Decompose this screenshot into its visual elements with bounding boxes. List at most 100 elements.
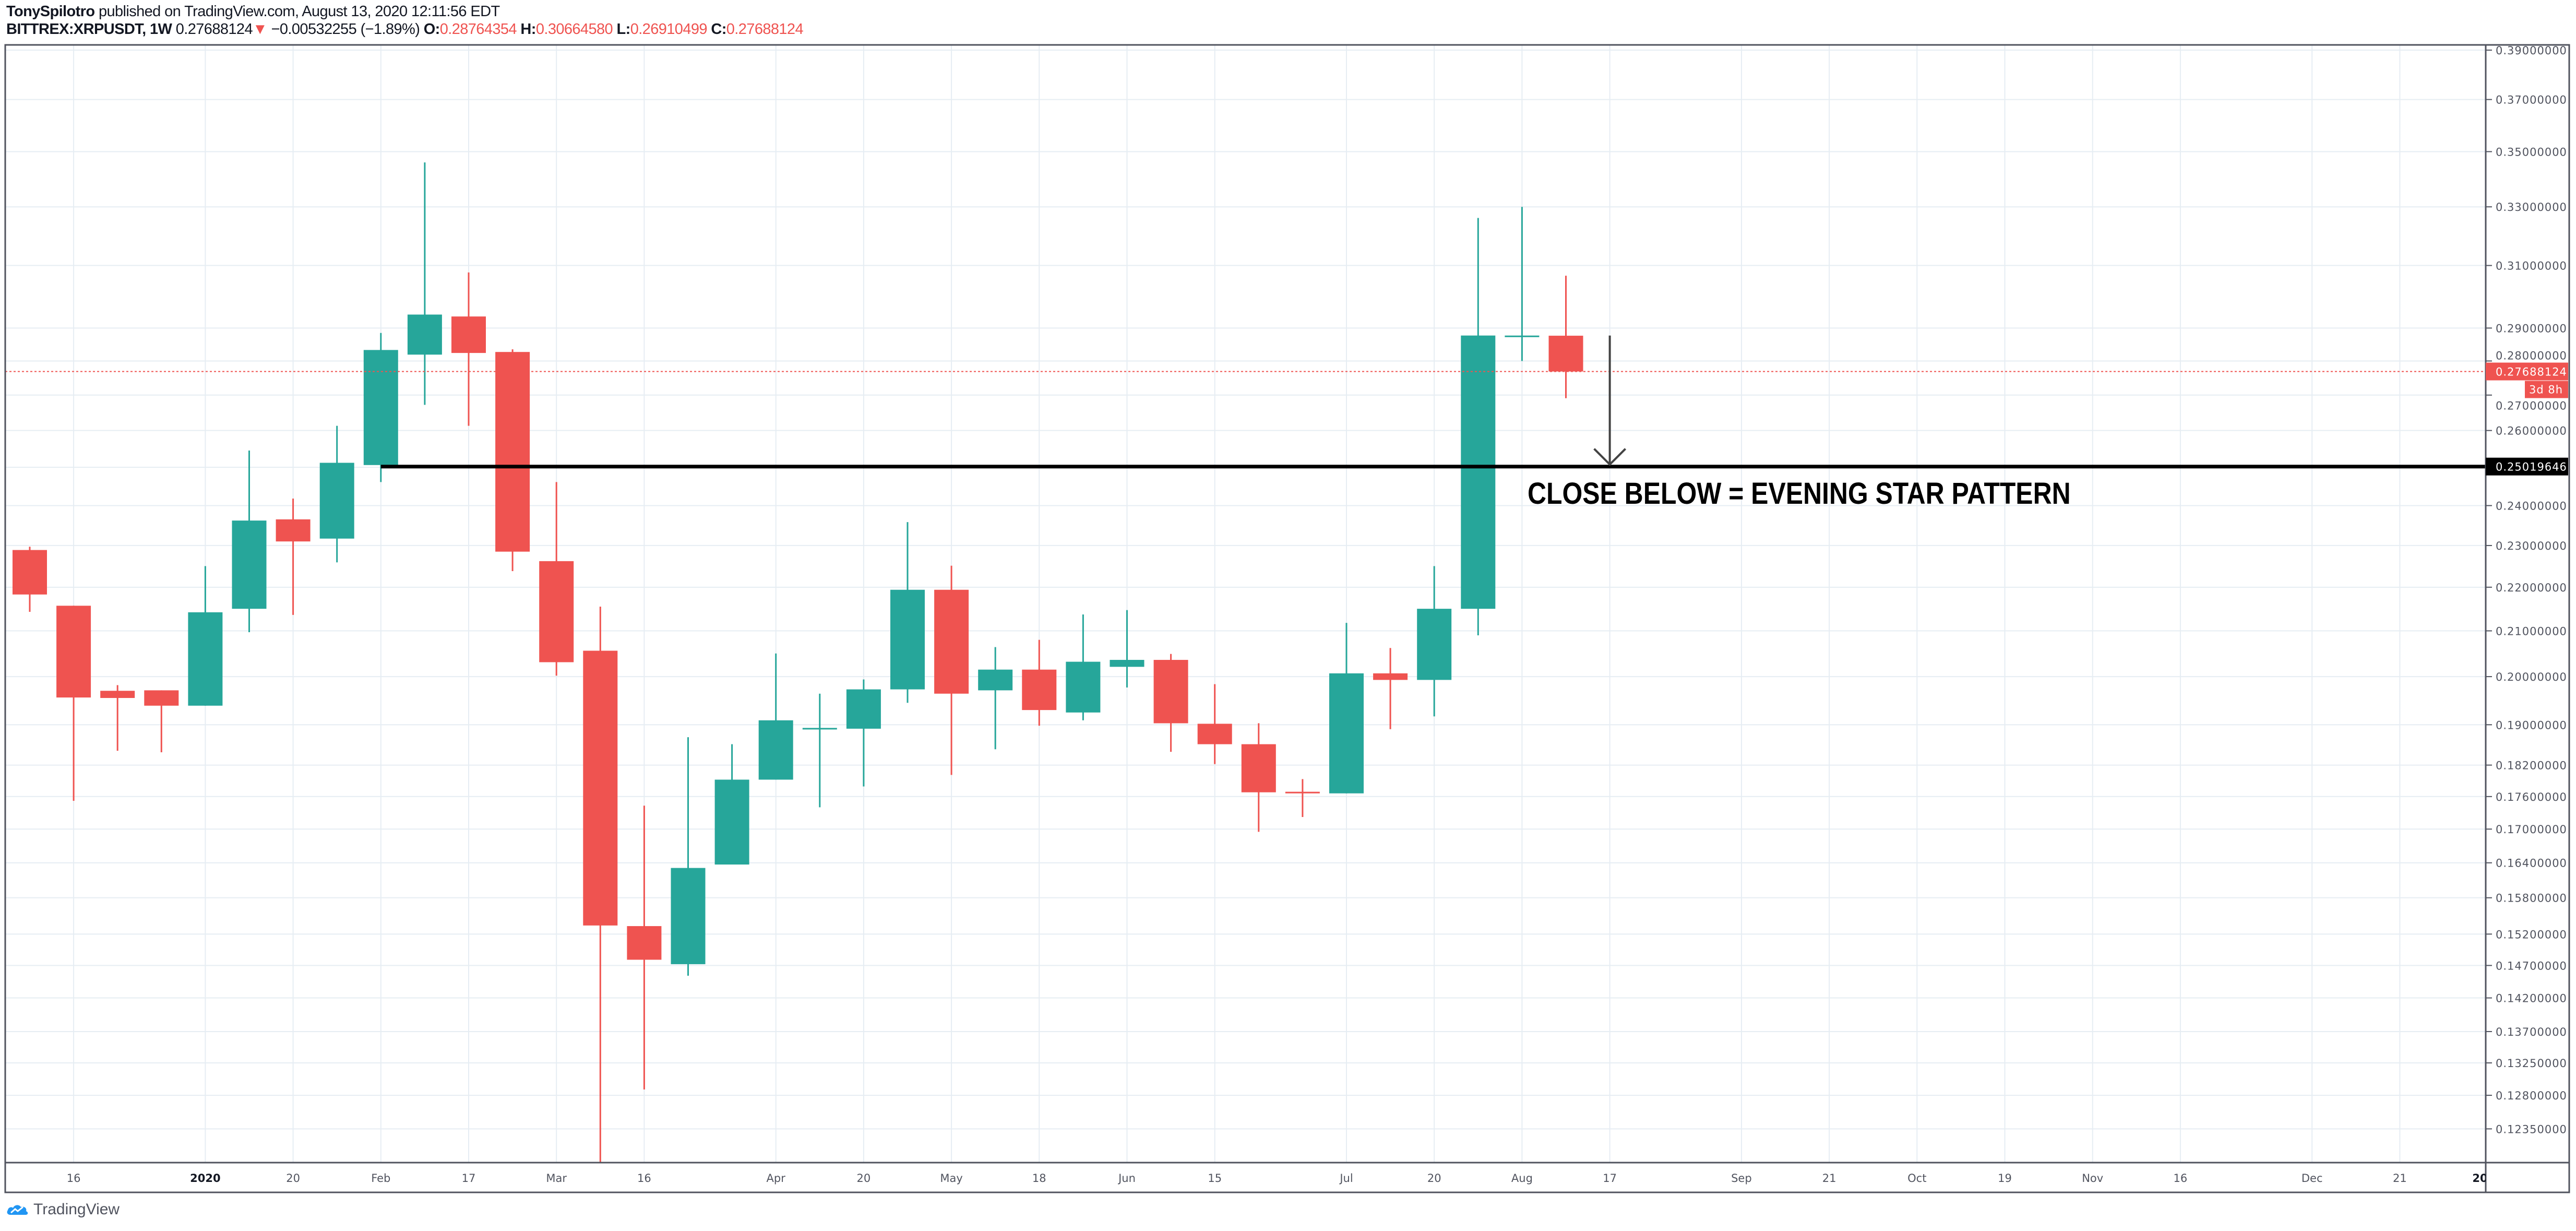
candle-down [56, 606, 91, 801]
candle-up [1461, 218, 1496, 635]
time-tick-label: Jul [1339, 1172, 1353, 1185]
candle-body [846, 689, 881, 729]
candle-body [13, 550, 47, 595]
price-tags: 0.27688124 3d 8h 0.25019646 [2486, 362, 2568, 476]
candle-up [978, 647, 1013, 750]
candle-up [363, 333, 398, 482]
candle-body [1505, 335, 1540, 337]
tradingview-logo[interactable]: TradingView [6, 1201, 120, 1218]
candle-up [1505, 207, 1540, 361]
time-tick-label: 15 [1208, 1172, 1222, 1185]
time-tick-label: 17 [462, 1172, 476, 1185]
price-tick-label: 0.14700000 [2496, 960, 2567, 972]
candle-body [802, 728, 837, 730]
publish-info: TonySpilotro published on TradingView.co… [6, 3, 500, 20]
price-tick-label: 0.31000000 [2496, 260, 2567, 273]
candle-down [13, 547, 47, 612]
candle-down [1022, 640, 1057, 726]
author-name[interactable]: TonySpilotro [6, 3, 95, 20]
candle-up [802, 693, 837, 808]
time-tick-label: 21 [1822, 1172, 1836, 1185]
price-tick-label: 0.22000000 [2496, 582, 2567, 594]
price-tick-label: 0.29000000 [2496, 322, 2567, 335]
low-label: L: [616, 21, 631, 38]
candle-down [100, 685, 135, 751]
candle-body [451, 316, 486, 353]
time-tick-label: Nov [2082, 1172, 2103, 1185]
price-tick-label: 0.21000000 [2496, 625, 2567, 637]
candle-body [363, 350, 398, 465]
candle-body [539, 561, 574, 662]
price-tick-label: 0.23000000 [2496, 540, 2567, 552]
price-tick-label: 0.28000000 [2496, 350, 2567, 362]
time-tick-label: 16 [2174, 1172, 2188, 1185]
logo-text: TradingView [33, 1201, 120, 1218]
candle-up [758, 653, 793, 780]
candle-body [978, 669, 1013, 691]
candle-down [627, 806, 662, 1090]
support-price-tag [2486, 457, 2568, 476]
countdown-tag [2525, 381, 2568, 398]
price-tick-label: 0.17600000 [2496, 791, 2567, 803]
price-tick-label: 0.39000000 [2496, 44, 2567, 57]
price-tick-label: 0.18200000 [2496, 760, 2567, 772]
candle-down [1285, 779, 1320, 818]
last-price: 0.27688124 [175, 21, 253, 38]
candle-down [495, 349, 530, 572]
current-price-tag-label: 0.27688124 [2496, 366, 2567, 378]
support-price-tag-label: 0.25019646 [2496, 461, 2567, 474]
time-tick-label: Jun [1117, 1172, 1136, 1185]
candle-body [934, 589, 969, 694]
low-value: 0.26910499 [630, 21, 708, 38]
price-tick-label: 0.26000000 [2496, 425, 2567, 437]
candle-body [144, 690, 179, 706]
candle-body [671, 868, 706, 964]
price-tick-label: 0.14200000 [2496, 992, 2567, 1005]
time-tick-label: Apr [767, 1172, 786, 1185]
candle-down [1548, 276, 1583, 398]
price-tick-label: 0.35000000 [2496, 146, 2567, 158]
candle-body [188, 612, 223, 706]
candle-body [1022, 669, 1057, 711]
candle-body [1110, 660, 1144, 667]
candle-up [671, 737, 706, 976]
price-tick-label: 0.16400000 [2496, 857, 2567, 870]
time-tick-label: 16 [67, 1172, 81, 1185]
published-text: published on TradingView.com, August 13,… [98, 3, 500, 20]
candle-up [846, 679, 881, 787]
candle-body [758, 720, 793, 780]
candle-body [100, 691, 135, 698]
symbol-legend: BITTREX:XRPUSDT, 1W 0.27688124▼ −0.00532… [6, 21, 804, 38]
price-tick-label: 0.17000000 [2496, 823, 2567, 836]
candle-down [934, 565, 969, 775]
candle-body [890, 589, 925, 690]
candle-up [232, 451, 267, 632]
candle-body [1153, 660, 1188, 724]
price-tick-label: 0.24000000 [2496, 500, 2567, 512]
candle-body [714, 779, 749, 865]
time-tick-label: 17 [1603, 1172, 1617, 1185]
time-tick-label: 20 [857, 1172, 871, 1185]
time-tick-label: 18 [1032, 1172, 1046, 1185]
time-tick-label: 2020 [190, 1172, 220, 1185]
candle-up [1417, 566, 1452, 717]
time-tick-label: 2021 [2472, 1172, 2502, 1185]
time-tick-label: 20 [1427, 1172, 1441, 1185]
high-label: H: [520, 21, 536, 38]
annotation-text: CLOSE BELOW = EVENING STAR PATTERN [1528, 477, 2071, 511]
time-axis[interactable]: 16 2020 20 Feb 17 Mar 16 Apr 20 May 18 Jun 15 Jul 20 Au… [67, 1172, 2503, 1185]
candle-up [407, 162, 442, 405]
close-label: C: [711, 21, 726, 38]
candle-down [1373, 648, 1408, 729]
candle-body [1548, 336, 1583, 372]
price-axis[interactable]: 0.39000000 0.37000000 0.35000000 0.33000000… [2486, 44, 2567, 1135]
drawings [5, 335, 2486, 469]
countdown-tag-label: 3d 8h [2529, 384, 2563, 396]
open-value: 0.28764354 [439, 21, 517, 38]
candle-down [276, 499, 311, 615]
candle-body [1417, 609, 1452, 680]
candle-down [1153, 654, 1188, 752]
chart-border [4, 44, 2570, 1193]
price-tick-label: 0.15800000 [2496, 892, 2567, 905]
